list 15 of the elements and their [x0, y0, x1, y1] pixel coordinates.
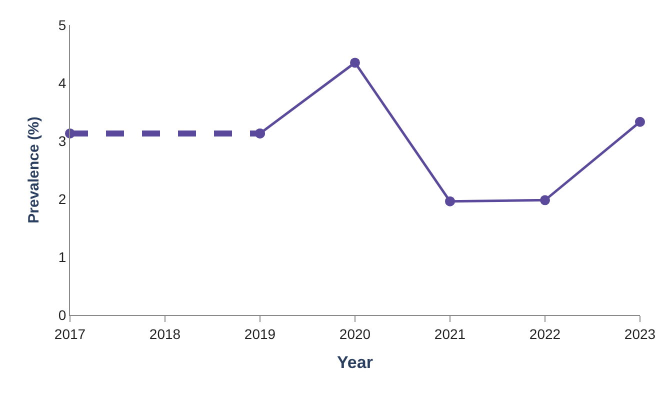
x-tick-label: 2018 [149, 326, 181, 342]
x-tick-label: 2020 [339, 326, 371, 342]
y-tick-label: 5 [58, 16, 66, 33]
x-tick-label: 2021 [434, 326, 466, 342]
x-tick-label: 2023 [624, 326, 656, 342]
y-tick-label: 0 [58, 306, 66, 323]
x-tick-label: 2022 [529, 326, 561, 342]
y-tick-label: 3 [58, 132, 66, 149]
x-axis-title: Year [337, 353, 374, 372]
y-tick-label: 4 [58, 74, 66, 91]
x-tick-label: 2019 [244, 326, 276, 342]
x-tick-label: 2017 [54, 326, 86, 342]
y-tick-label: 1 [58, 248, 66, 265]
y-axis-title: Prevalence (%) [26, 116, 43, 224]
y-tick-label: 2 [58, 190, 66, 207]
